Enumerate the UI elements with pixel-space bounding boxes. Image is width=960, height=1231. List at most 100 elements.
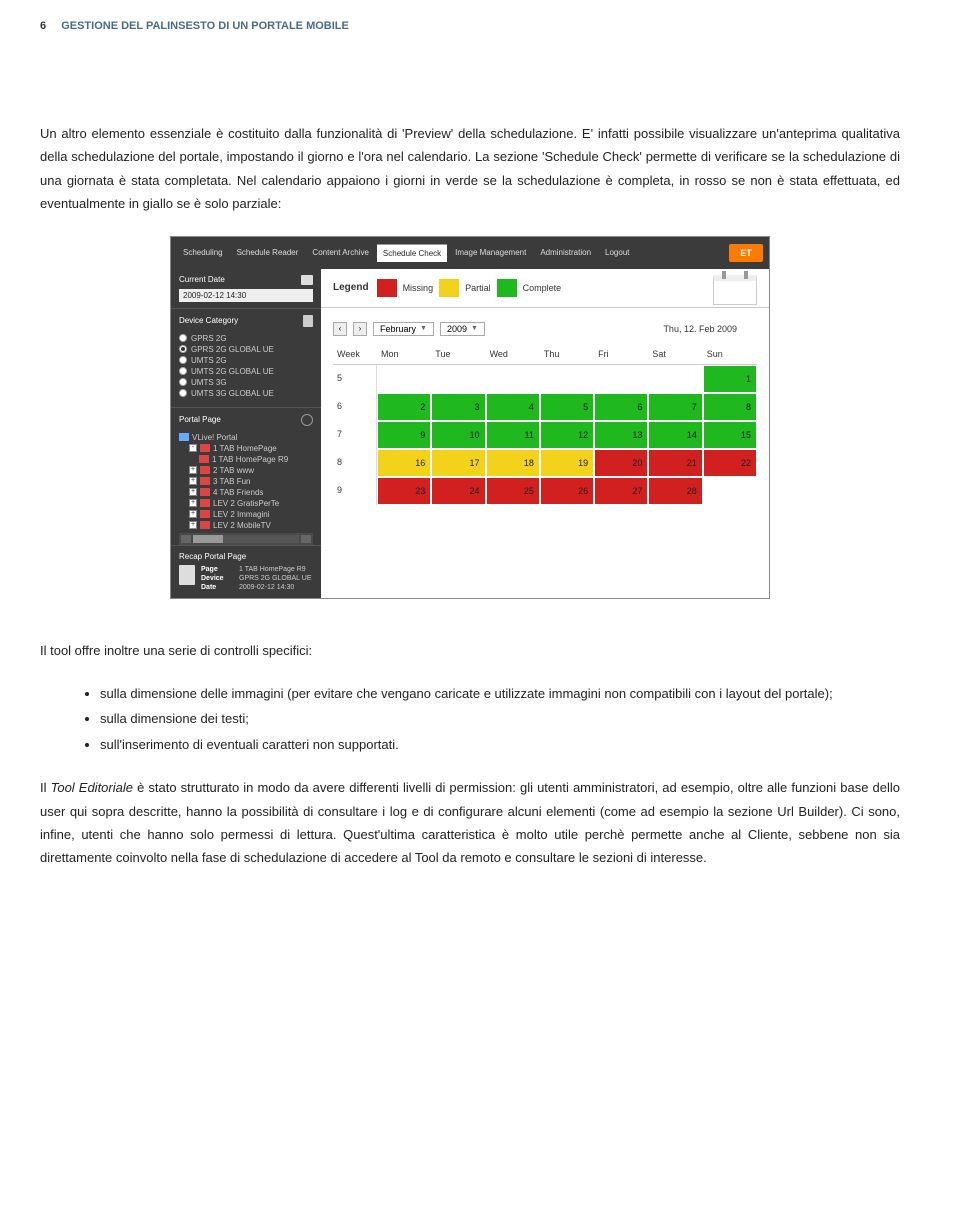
main-panel: Legend MissingPartialComplete ‹ › Februa… xyxy=(321,269,769,598)
calendar-cell[interactable]: 28 xyxy=(648,477,702,505)
week-number: 5 xyxy=(333,365,377,393)
calendar-cell[interactable]: 7 xyxy=(648,393,702,421)
folder-icon xyxy=(200,488,210,496)
expand-icon[interactable]: + xyxy=(189,499,197,507)
page-icon xyxy=(179,565,195,585)
calendar-header: Sun xyxy=(703,344,757,365)
calendar-cell[interactable]: 25 xyxy=(486,477,540,505)
folder-icon xyxy=(179,433,189,441)
calendar-cell xyxy=(540,365,594,393)
radio-umts-3g-global-ue[interactable]: UMTS 3G GLOBAL UE xyxy=(179,388,313,399)
radio-label: UMTS 3G GLOBAL UE xyxy=(191,389,274,398)
next-month-button[interactable]: › xyxy=(353,322,367,336)
device-category-block: Device Category GPRS 2GGPRS 2G GLOBAL UE… xyxy=(171,309,321,408)
radio-umts-3g[interactable]: UMTS 3G xyxy=(179,377,313,388)
radio-gprs-2g-global-ue[interactable]: GPRS 2G GLOBAL UE xyxy=(179,344,313,355)
legend-swatch xyxy=(377,279,397,297)
tree-item[interactable]: +2 TAB www xyxy=(189,465,313,476)
calendar-header: Sat xyxy=(648,344,702,365)
calendar-cell[interactable]: 17 xyxy=(431,449,485,477)
tab-scheduling[interactable]: Scheduling xyxy=(177,244,229,262)
calendar-cell[interactable]: 6 xyxy=(594,393,648,421)
calendar-cell xyxy=(486,365,540,393)
radio-umts-2g[interactable]: UMTS 2G xyxy=(179,355,313,366)
year-select[interactable]: 2009▼ xyxy=(440,322,485,336)
tab-schedule-check[interactable]: Schedule Check xyxy=(377,244,447,262)
radio-icon xyxy=(179,389,187,397)
calendar-cell[interactable]: 24 xyxy=(431,477,485,505)
calendar-cell[interactable]: 16 xyxy=(377,449,431,477)
tree-item[interactable]: 1 TAB HomePage R9 xyxy=(199,454,313,465)
calendar-cell[interactable]: 8 xyxy=(703,393,757,421)
calendar-cell[interactable]: 27 xyxy=(594,477,648,505)
week-number: 7 xyxy=(333,421,377,449)
calendar-cell[interactable]: 21 xyxy=(648,449,702,477)
calendar-cell[interactable]: 13 xyxy=(594,421,648,449)
tree-item[interactable]: +LEV 2 GratisPerTe xyxy=(189,498,313,509)
radio-label: UMTS 3G xyxy=(191,378,227,387)
expand-icon[interactable]: + xyxy=(189,521,197,529)
tab-content-archive[interactable]: Content Archive xyxy=(306,244,374,262)
radio-label: GPRS 2G xyxy=(191,334,227,343)
paragraph-1: Un altro elemento essenziale è costituit… xyxy=(40,122,900,216)
folder-icon xyxy=(200,477,210,485)
recap-key: Device xyxy=(201,575,231,582)
scroll-right-icon[interactable] xyxy=(301,535,311,543)
calendar-cell[interactable]: 12 xyxy=(540,421,594,449)
tree-item[interactable]: +3 TAB Fun xyxy=(189,476,313,487)
calendar-icon[interactable] xyxy=(301,275,313,285)
radio-icon xyxy=(179,345,187,353)
recap-row: Page1 TAB HomePage R9 xyxy=(201,565,313,574)
calendar-cell[interactable]: 23 xyxy=(377,477,431,505)
tab-logout[interactable]: Logout xyxy=(599,244,635,262)
tab-image-management[interactable]: Image Management xyxy=(449,244,532,262)
expand-icon[interactable]: + xyxy=(189,466,197,474)
calendar-cell[interactable]: 1 xyxy=(703,365,757,393)
expand-icon[interactable]: + xyxy=(189,477,197,485)
radio-umts-2g-global-ue[interactable]: UMTS 2G GLOBAL UE xyxy=(179,366,313,377)
tree-item[interactable]: VLive! Portal xyxy=(179,432,313,443)
tree-item[interactable]: +LEV 2 Immagini xyxy=(189,509,313,520)
calendar-row: 51 xyxy=(333,365,757,393)
tab-administration[interactable]: Administration xyxy=(534,244,597,262)
calendar-cell[interactable]: 14 xyxy=(648,421,702,449)
calendar-cell xyxy=(431,365,485,393)
tree-item[interactable]: -1 TAB HomePage xyxy=(189,443,313,454)
recap-block: Recap Portal Page Page1 TAB HomePage R9D… xyxy=(171,546,321,598)
calendar-cell[interactable]: 4 xyxy=(486,393,540,421)
calendar-cell[interactable]: 10 xyxy=(431,421,485,449)
expand-icon[interactable]: + xyxy=(189,510,197,518)
legend-swatch xyxy=(439,279,459,297)
calendar-cell[interactable]: 11 xyxy=(486,421,540,449)
week-number: 8 xyxy=(333,449,377,477)
folder-icon xyxy=(200,466,210,474)
calendar-cell xyxy=(648,365,702,393)
tree-label: 2 TAB www xyxy=(213,466,254,475)
calendar-cell[interactable]: 2 xyxy=(377,393,431,421)
expand-icon[interactable]: + xyxy=(189,488,197,496)
calendar-cell[interactable]: 5 xyxy=(540,393,594,421)
tree-item[interactable]: +LEV 2 MobileTV xyxy=(189,520,313,531)
radio-icon xyxy=(179,334,187,342)
calendar-cell[interactable]: 3 xyxy=(431,393,485,421)
calendar-cell[interactable]: 22 xyxy=(703,449,757,477)
tree-label: 4 TAB Friends xyxy=(213,488,263,497)
calendar-cell[interactable]: 20 xyxy=(594,449,648,477)
portal-page-block: Portal Page VLive! Portal-1 TAB HomePage… xyxy=(171,408,321,546)
calendar-header: Fri xyxy=(594,344,648,365)
month-select[interactable]: February▼ xyxy=(373,322,434,336)
expand-icon[interactable]: - xyxy=(189,444,197,452)
radio-gprs-2g[interactable]: GPRS 2G xyxy=(179,333,313,344)
bullet-list: sulla dimensione delle immagini (per evi… xyxy=(100,682,900,756)
tree-item[interactable]: +4 TAB Friends xyxy=(189,487,313,498)
calendar-cell[interactable]: 26 xyxy=(540,477,594,505)
radio-label: GPRS 2G GLOBAL UE xyxy=(191,345,274,354)
calendar-cell[interactable]: 18 xyxy=(486,449,540,477)
scroll-left-icon[interactable] xyxy=(181,535,191,543)
calendar-cell[interactable]: 15 xyxy=(703,421,757,449)
tab-schedule-reader[interactable]: Schedule Reader xyxy=(231,244,305,262)
calendar-cell[interactable]: 9 xyxy=(377,421,431,449)
horizontal-scrollbar[interactable] xyxy=(179,533,313,545)
prev-month-button[interactable]: ‹ xyxy=(333,322,347,336)
calendar-cell[interactable]: 19 xyxy=(540,449,594,477)
